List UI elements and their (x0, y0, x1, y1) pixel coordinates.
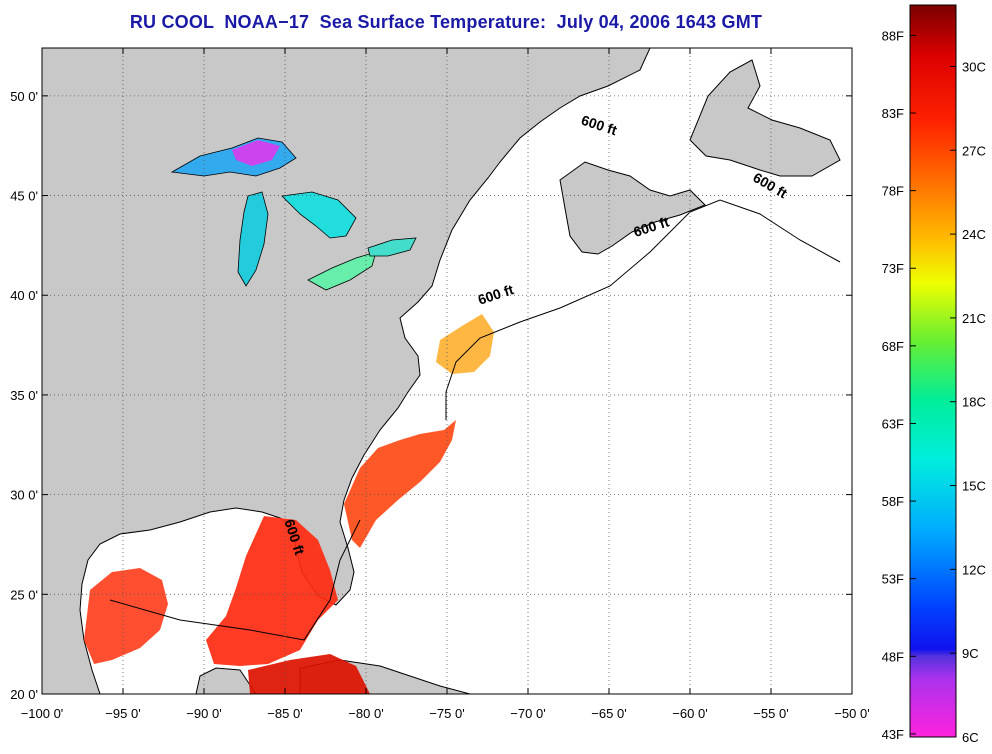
lon-tick-label: −95 0' (105, 706, 140, 721)
lon-tick-label: −90 0' (186, 706, 221, 721)
lon-tick-label: −65 0' (591, 706, 626, 721)
colorbar-c-label: 27C (962, 143, 986, 158)
colorbar-c-label: 24C (962, 227, 986, 242)
colorbar-f-label: 53F (882, 572, 904, 587)
gulf-west-sst (84, 568, 168, 664)
lon-tick-label: −55 0' (753, 706, 788, 721)
lake-ontario (367, 237, 417, 257)
depth-contour-600ft (109, 199, 841, 641)
lon-tick-label: −80 0' (348, 706, 383, 721)
lat-tick-label: 30 0' (10, 488, 38, 503)
land-mass (42, 48, 651, 694)
colorbar-f-label: 58F (882, 494, 904, 509)
colorbar-f-label: 68F (882, 339, 904, 354)
colorbar-c-label: 21C (962, 311, 986, 326)
colorbar-f-label: 78F (882, 184, 904, 199)
colorbar-f-label: 63F (882, 416, 904, 431)
colorbar-fahrenheit-ticks: 43F 48F 53F 58F 63F 68F 73F 78F 83F 88F (882, 28, 916, 742)
lon-tick-label: −50 0' (834, 706, 869, 721)
lake-erie (307, 251, 377, 291)
colorbar-f-label: 83F (882, 106, 904, 121)
colorbar-c-label: 6C (962, 730, 979, 745)
colorbar-c-label: 12C (962, 562, 986, 577)
lat-tick-label: 50 0' (10, 89, 38, 104)
colorbar-f-label: 88F (882, 28, 904, 43)
lat-tick-label: 35 0' (10, 388, 38, 403)
yucatan-land (195, 667, 257, 694)
colorbar-scale (909, 4, 957, 738)
caribbean-sst (248, 654, 370, 694)
lon-tick-label: −75 0' (429, 706, 464, 721)
lat-tick-label: 20 0' (10, 687, 38, 702)
map-frame (41, 47, 853, 695)
lon-tick-label: −85 0' (267, 706, 302, 721)
colorbar-c-label: 30C (962, 59, 986, 74)
atlantic-se-sst (344, 420, 456, 548)
longitude-axis: −100 0' −95 0' −90 0' −85 0' −80 0' −75 0' −70… (21, 706, 870, 721)
colorbar-c-label: 18C (962, 395, 986, 410)
mid-atlantic-sst (436, 314, 494, 374)
colorbar-f-label: 73F (882, 261, 904, 276)
lake-huron (281, 191, 357, 239)
lat-tick-label: 45 0' (10, 189, 38, 204)
colorbar-f-label: 48F (882, 649, 904, 664)
lake-superior-cold (232, 140, 280, 166)
colorbar-c-label: 9C (962, 646, 979, 661)
lon-tick-label: −70 0' (510, 706, 545, 721)
lake-michigan (237, 191, 269, 287)
colorbar-celsius-ticks: 6C 9C 12C 15C 18C 21C 24C 27C 30C (950, 59, 986, 745)
lat-tick-label: 25 0' (10, 587, 38, 602)
latitude-axis: 20 0' 25 0' 30 0' 35 0' 40 0' 45 0' 50 0' (10, 89, 38, 702)
lon-tick-label: −60 0' (672, 706, 707, 721)
map-title: RU COOL NOAA−17 Sea Surface Temperature:… (129, 12, 763, 32)
lat-tick-label: 40 0' (10, 288, 38, 303)
maritimes-land (559, 161, 706, 255)
colorbar-c-label: 15C (962, 479, 986, 494)
lon-tick-label: −100 0' (21, 706, 64, 721)
newfoundland-land (689, 59, 841, 177)
colorbar-f-label: 43F (882, 727, 904, 742)
